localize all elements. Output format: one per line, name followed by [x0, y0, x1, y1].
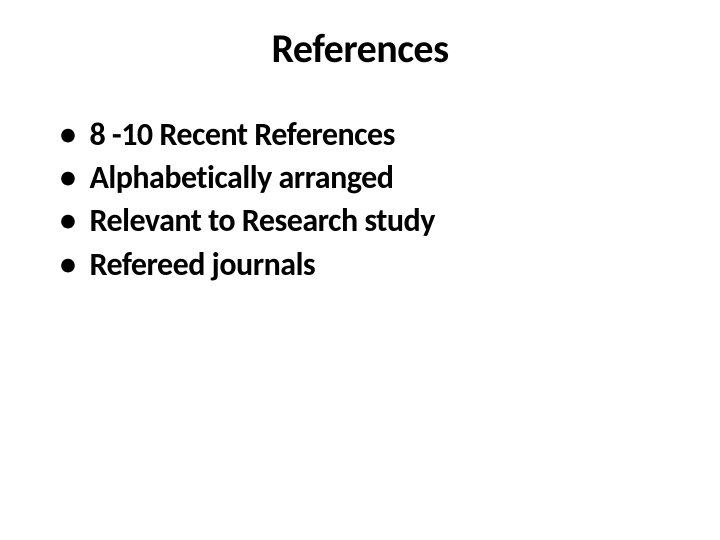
- bullet-icon: •: [60, 199, 75, 242]
- bullet-text: 8 -10 Recent References: [89, 113, 680, 156]
- bullet-list: • 8 -10 Recent References • Alphabetical…: [40, 113, 680, 286]
- list-item: • Relevant to Research study: [60, 199, 680, 242]
- list-item: • Alphabetically arranged: [60, 156, 680, 199]
- slide-container: References • 8 -10 Recent References • A…: [0, 0, 720, 540]
- list-item: • 8 -10 Recent References: [60, 113, 680, 156]
- bullet-icon: •: [60, 156, 75, 199]
- bullet-icon: •: [60, 113, 75, 156]
- bullet-text: Relevant to Research study: [89, 199, 680, 242]
- list-item: • Refereed journals: [60, 243, 680, 286]
- bullet-text: Refereed journals: [89, 243, 680, 286]
- bullet-text: Alphabetically arranged: [89, 156, 680, 199]
- slide-title: References: [40, 24, 680, 73]
- bullet-icon: •: [60, 243, 75, 286]
